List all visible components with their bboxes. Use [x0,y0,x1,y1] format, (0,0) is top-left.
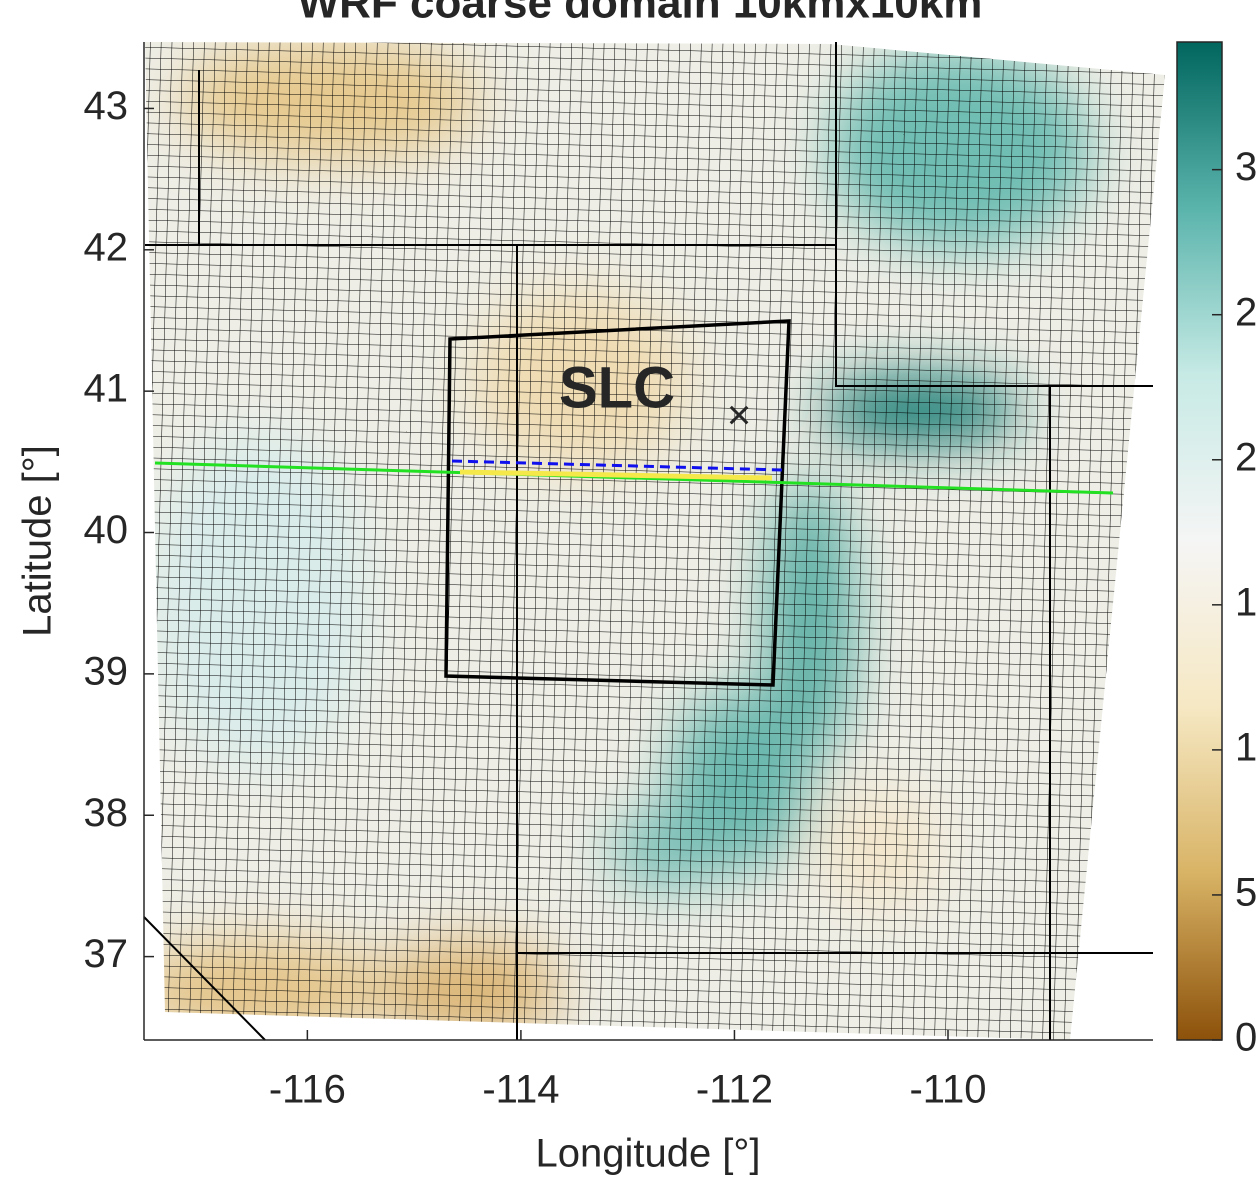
y-tick-label: 43 [84,84,129,128]
x-axis-label: Longitude [°] [535,1132,760,1176]
y-tick-label: 42 [84,225,129,269]
x-tick-label: -112 [696,1068,773,1112]
y-tick-label: 38 [84,791,129,835]
y-tick-label: 37 [84,932,129,976]
colorbar-tick-label: 500 [1235,871,1257,915]
transect-segment [451,459,783,472]
annotation: SLC [559,355,675,420]
colorbar-tick-label: 2000 [1235,435,1257,479]
y-tick-label: 40 [84,508,129,552]
colorbar-tick-label: 0 [1235,1016,1257,1060]
border [143,916,266,1041]
transect-segment [459,469,773,481]
grid-cells [145,42,1165,1040]
x-tick-label: -114 [482,1068,559,1112]
transect [154,461,1114,495]
colorbar-tick-label: 1500 [1235,580,1257,624]
y-tick-label: 39 [84,649,129,693]
y-tick-label: 41 [84,367,129,411]
x-tick-label: -116 [269,1068,346,1112]
axes [143,42,1153,1041]
colorbar-tick-label: 2500 [1235,290,1257,334]
colorbar-tick-label: 3000 [1235,145,1257,189]
borders [143,42,1153,1041]
y-axis-label: Latitude [°] [16,445,60,637]
chart-title: WRF coarse domain 10kmx10km [298,0,983,28]
border [835,42,1153,387]
annotation: × [727,391,752,438]
colorbar-tick-label: 1000 [1235,725,1257,769]
colorbar [1176,41,1223,1041]
slc-box [444,319,791,687]
x-tick-label: -110 [909,1068,986,1112]
terrain [145,42,1165,1040]
